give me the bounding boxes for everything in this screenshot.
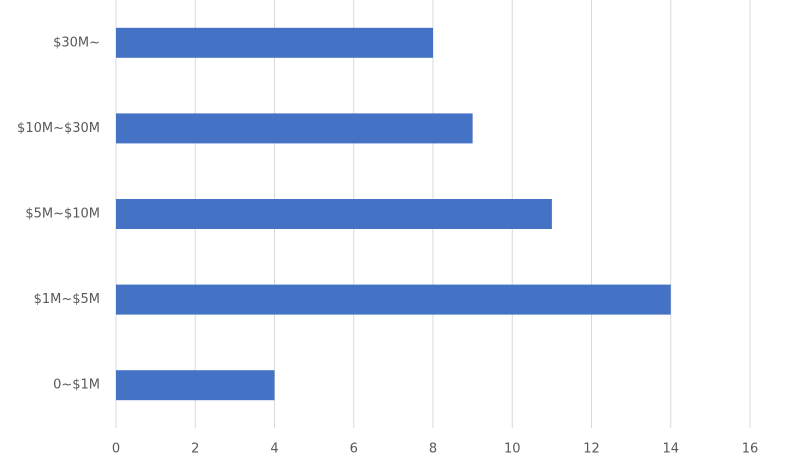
x-tick-label: 16 (742, 442, 759, 457)
y-tick-label: 0~$1M (53, 378, 100, 393)
y-tick-label: $10M~$30M (17, 121, 100, 136)
x-tick-label: 0 (112, 442, 120, 457)
bar (116, 199, 552, 229)
bar (116, 27, 433, 58)
bar (116, 284, 671, 315)
x-tick-label: 2 (191, 442, 199, 457)
x-tick-label: 12 (583, 442, 600, 457)
y-tick-label: $1M~$5M (34, 292, 100, 307)
bar (116, 370, 275, 401)
x-tick-label: 4 (270, 442, 278, 457)
y-tick-label: $30M~ (53, 35, 100, 50)
x-tick-label: 8 (429, 442, 437, 457)
y-tick-label: $5M~$10M (25, 207, 100, 222)
x-tick-label: 6 (350, 442, 358, 457)
x-tick-label: 14 (662, 442, 679, 457)
x-tick-label: 10 (504, 442, 521, 457)
bar (116, 113, 473, 144)
